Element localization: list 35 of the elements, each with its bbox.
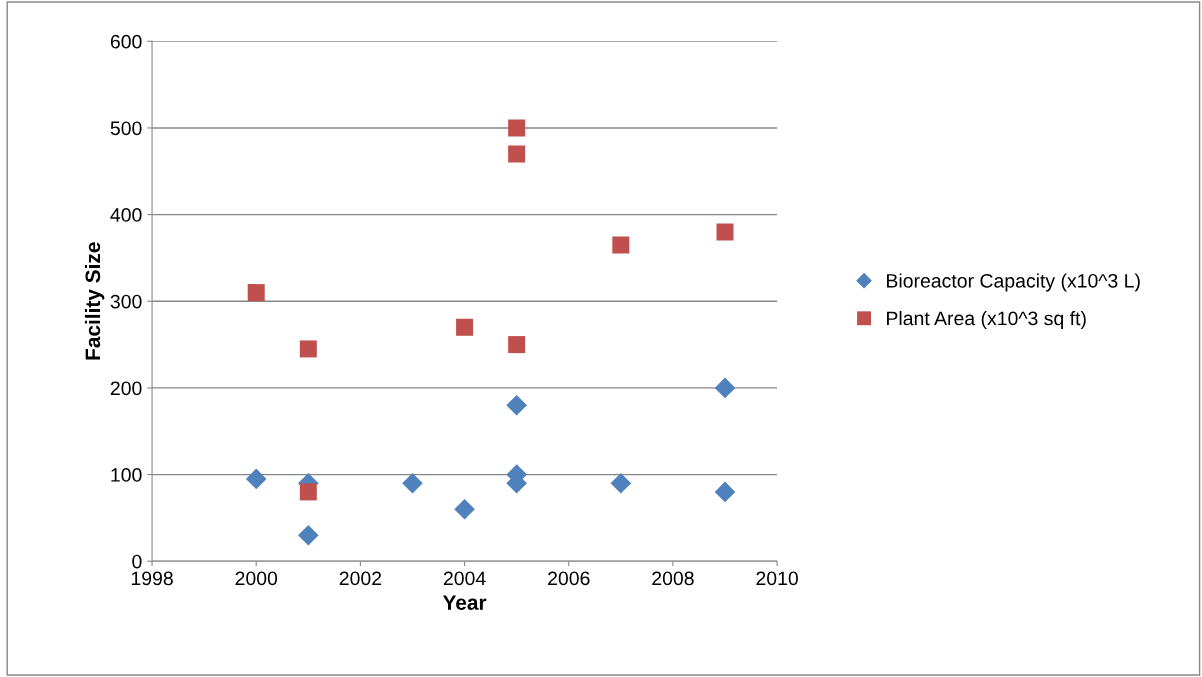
y-tick-label: 500 — [110, 121, 142, 136]
y-tick-label: 400 — [110, 208, 142, 222]
x-tick-label: 1998 — [131, 571, 173, 586]
point — [508, 336, 526, 354]
legend-label: Plant Area (x10^3 sq ft) — [887, 310, 1086, 330]
x-tick-label: 2010 — [756, 571, 798, 586]
point — [245, 468, 267, 490]
point — [402, 472, 423, 494]
x-tick-label: 2000 — [235, 571, 278, 586]
y-tick-label: 200 — [110, 381, 142, 396]
point — [716, 223, 734, 241]
point — [456, 318, 474, 336]
x-tick-label: 2004 — [443, 571, 486, 586]
point — [299, 483, 317, 501]
x-tick-label: 2006 — [548, 571, 590, 586]
point — [612, 236, 630, 254]
point — [298, 524, 319, 546]
legend-label: Bioreactor Capacity (x10^3 L) — [887, 273, 1140, 292]
point — [714, 481, 736, 503]
x-tick-label: 2008 — [652, 571, 694, 586]
point — [299, 340, 317, 358]
point — [454, 498, 475, 520]
y-tick-label: 0 — [132, 554, 142, 569]
point — [508, 145, 526, 163]
point — [610, 472, 632, 494]
y-axis-title: Facility Size — [84, 242, 105, 360]
y-tick-label: 100 — [111, 468, 142, 482]
point — [247, 284, 265, 302]
x-tick-label: 2002 — [339, 571, 382, 586]
y-tick-label: 300 — [110, 294, 142, 309]
point — [508, 119, 526, 137]
point — [714, 377, 736, 399]
y-tick-label: 600 — [110, 34, 142, 49]
x-axis-title: Year — [442, 595, 487, 610]
point — [506, 394, 527, 416]
